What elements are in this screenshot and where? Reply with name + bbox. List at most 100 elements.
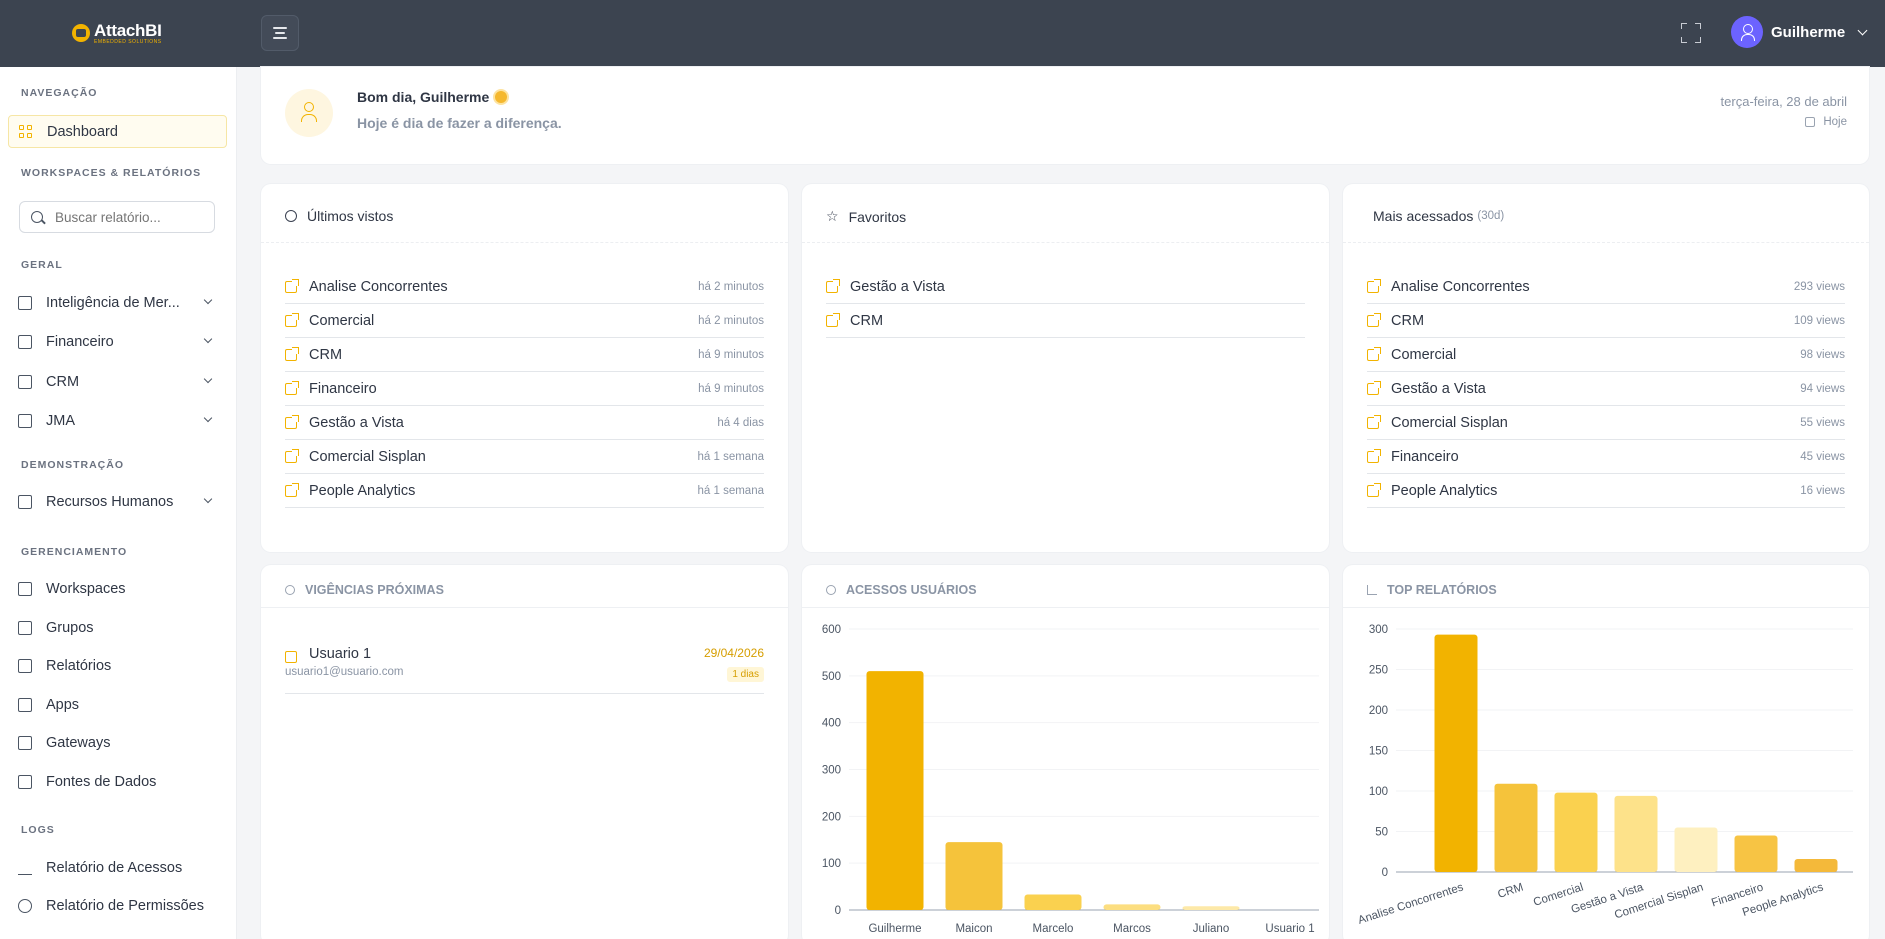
external-link-icon (285, 414, 299, 429)
y-tick-label: 300 (1369, 624, 1388, 636)
list-item[interactable]: Analise Concorrentes há 2 minutos (285, 270, 764, 304)
user-icon (285, 89, 333, 137)
sidebar-item-workspaces[interactable]: Workspaces (8, 572, 227, 605)
user-menu[interactable]: Guilherme (1731, 16, 1868, 48)
sidebar-item-grupos[interactable]: Grupos (8, 611, 227, 644)
sidebar-item-recursos-humanos[interactable]: Recursos Humanos (8, 485, 227, 518)
list-item[interactable]: People Analytics há 1 semana (285, 474, 764, 508)
sidebar-item-crm[interactable]: CRM (8, 365, 227, 398)
sidebar-item-dashboard[interactable]: Dashboard (8, 115, 227, 148)
item-time: há 1 semana (697, 484, 765, 497)
item-views: 293 views (1793, 280, 1845, 293)
x-tick-label: Analise Concorrentes (1357, 881, 1466, 926)
external-link-icon (285, 278, 299, 293)
list-item[interactable]: Gestão a Vista 94 views (1367, 372, 1845, 406)
chevron-down-icon (203, 413, 213, 423)
list-item[interactable]: People Analytics 16 views (1367, 474, 1845, 508)
vigencia-item[interactable]: Usuario 1 usuario1@usuario.com 29/04/202… (285, 640, 764, 694)
item-time: há 4 dias (717, 416, 764, 429)
external-link-icon (285, 482, 299, 497)
list-item[interactable]: Comercial Sisplan 55 views (1367, 406, 1845, 440)
bar (1103, 904, 1161, 910)
list-item[interactable]: CRM 109 views (1367, 304, 1845, 338)
item-name: Financeiro (1391, 448, 1459, 465)
section-demonstracao: DEMONSTRAÇÃO (21, 459, 124, 471)
y-tick-label: 100 (1369, 786, 1388, 798)
router-icon (18, 735, 32, 750)
hierarchy-icon (18, 620, 32, 635)
bar (1024, 894, 1082, 910)
ultimos-vistos-card: Últimos vistos Analise Concorrentes há 2 … (261, 184, 788, 552)
sidebar-item-inteligencia[interactable]: Inteligência de Mer... (8, 286, 227, 319)
current-date: terça-feira, 28 de abril (1720, 94, 1847, 109)
calendar-icon (1805, 117, 1816, 127)
sidebar-item-label: Grupos (46, 619, 94, 636)
list-item[interactable]: Analise Concorrentes 293 views (1367, 270, 1845, 304)
list-item[interactable]: CRM (826, 304, 1305, 338)
sidebar-item-financeiro[interactable]: Financeiro (8, 325, 227, 358)
x-tick-label: Marcelo (1033, 923, 1074, 935)
search-icon (31, 211, 43, 223)
item-name: Gestão a Vista (850, 278, 945, 295)
item-time: há 1 semana (697, 450, 765, 463)
item-name: Analise Concorrentes (309, 278, 448, 295)
sidebar-item-gateways[interactable]: Gateways (8, 726, 227, 759)
external-link-icon (1367, 482, 1381, 497)
item-name: Gestão a Vista (309, 414, 404, 431)
item-time: há 9 minutos (698, 348, 764, 361)
report-icon (18, 334, 32, 349)
greeting-card: Bom dia, Guilherme Hoje é dia de fazer a… (261, 67, 1869, 164)
list-item[interactable]: Comercial 98 views (1367, 338, 1845, 372)
bar (1674, 827, 1718, 872)
sun-icon (495, 91, 508, 103)
bar (1434, 634, 1478, 872)
list-item[interactable]: Financeiro há 9 minutos (285, 372, 764, 406)
sidebar-item-label: Inteligência de Mer... (46, 294, 180, 311)
item-views: 94 views (1800, 382, 1845, 395)
list-item[interactable]: Gestão a Vista (826, 270, 1305, 304)
x-tick-label: Maicon (955, 923, 992, 935)
logo-title: AttachBI (94, 20, 162, 40)
sidebar-item-relatorio-acessos[interactable]: Relatório de Acessos (8, 851, 227, 884)
sidebar-item-label: Financeiro (46, 333, 114, 350)
bar (1182, 906, 1240, 910)
list-item[interactable]: Comercial Sisplan há 1 semana (285, 440, 764, 474)
x-tick-label: Guilherme (868, 923, 921, 935)
today-label: Hoje (1805, 116, 1847, 128)
card-header: ☆ Favoritos (826, 208, 906, 225)
sidebar-item-fontes-de-dados[interactable]: Fontes de Dados (8, 765, 227, 798)
external-link-icon (1367, 448, 1381, 463)
bar (1494, 783, 1538, 872)
menu-toggle-button[interactable] (261, 15, 299, 51)
card-period: (30d) (1477, 210, 1505, 222)
card-header: TOP RELATÓRIOS (1367, 583, 1497, 597)
sidebar-item-relatorio-permissoes[interactable]: Relatório de Permissões (8, 889, 227, 922)
item-views: 55 views (1800, 416, 1845, 429)
bar (866, 671, 924, 910)
logo-icon (72, 24, 90, 42)
external-link-icon (826, 312, 840, 327)
card-title: ACESSOS USUÁRIOS (846, 583, 977, 597)
fullscreen-icon[interactable] (1681, 23, 1701, 43)
section-workspaces: WORKSPACES & RELATÓRIOS (21, 167, 202, 179)
external-link-icon (285, 380, 299, 395)
item-name: People Analytics (309, 482, 416, 499)
sidebar-item-apps[interactable]: Apps (8, 688, 227, 721)
vigencia-date: 29/04/2026 (703, 646, 764, 660)
external-link-icon (285, 651, 297, 663)
favoritos-card: ☆ Favoritos Gestão a Vista CRM (802, 184, 1329, 552)
sidebar-item-jma[interactable]: JMA (8, 404, 227, 437)
logo[interactable]: AttachBI EMBEDDED SOLUTIONS (72, 20, 162, 46)
divider (261, 242, 788, 243)
today-text: Hoje (1823, 116, 1847, 128)
sidebar-item-relatorios[interactable]: Relatórios (8, 649, 227, 682)
external-link-icon (285, 312, 299, 327)
external-link-icon (826, 278, 840, 293)
list-item[interactable]: Financeiro 45 views (1367, 440, 1845, 474)
list-item[interactable]: Gestão a Vista há 4 dias (285, 406, 764, 440)
list-item[interactable]: CRM há 9 minutos (285, 338, 764, 372)
item-views: 98 views (1800, 348, 1845, 361)
list-item[interactable]: Comercial há 2 minutos (285, 304, 764, 338)
search-input[interactable] (55, 209, 205, 225)
external-link-icon (1367, 278, 1381, 293)
